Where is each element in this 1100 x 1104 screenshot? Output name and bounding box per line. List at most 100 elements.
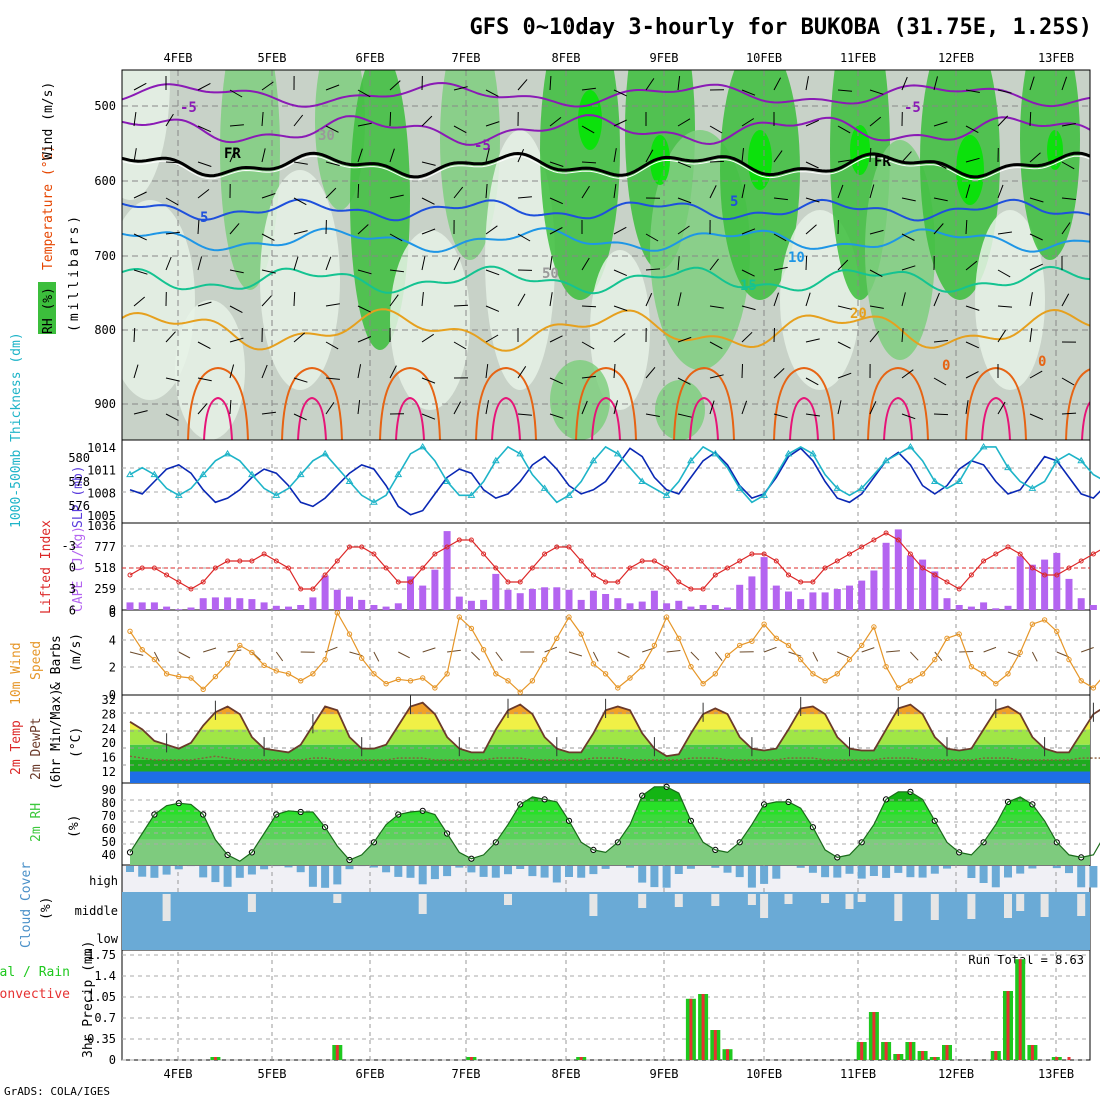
bottom-date-label: 9FEB <box>650 1067 679 1081</box>
thickness-label: 1000-500mb Thickness (dm) <box>9 332 24 528</box>
pressure-tick: 500 <box>94 99 116 113</box>
cloud-high-bar <box>346 866 354 869</box>
cloud-high-bar <box>1004 866 1012 878</box>
cloud-high-bar <box>492 866 500 878</box>
cape-bar <box>468 601 475 610</box>
cloud-mid-gap <box>760 894 768 918</box>
credit: GrADS: COLA/IGES <box>4 1085 110 1098</box>
cape-bar <box>846 586 853 610</box>
axis-tick: 1014 <box>87 441 116 455</box>
contour-label: -5 <box>904 100 921 116</box>
axis-tick: 32 <box>102 693 116 707</box>
precip-conv-bar <box>689 999 692 1060</box>
cloud-high-bar <box>407 866 415 878</box>
cape-bar <box>834 589 841 610</box>
contour-label: 5 <box>200 210 208 226</box>
li-tick: 6 <box>69 604 76 618</box>
cloud-mid-gap <box>846 894 854 909</box>
li-tick: -3 <box>62 539 76 553</box>
cape-bar <box>980 602 987 610</box>
axis-tick: 28 <box>102 707 116 721</box>
bottom-date-label: 6FEB <box>356 1067 385 1081</box>
cloud-high-bar <box>1028 866 1036 869</box>
cloud-high-bar <box>663 866 671 888</box>
cloud-high-bar <box>211 866 219 882</box>
axis-tick: 1011 <box>87 464 116 478</box>
wind-frame <box>122 610 1090 695</box>
cloud-high-bar <box>370 866 378 868</box>
bottom-date-label: 12FEB <box>938 1067 974 1081</box>
cape-bar <box>285 607 292 610</box>
cloud-high-bar <box>285 866 293 867</box>
bottom-date-label: 5FEB <box>258 1067 287 1081</box>
cape-bar <box>517 593 524 610</box>
pressure-tick: 900 <box>94 397 116 411</box>
axis-tick: 60 <box>102 822 116 836</box>
cape-bar <box>273 606 280 610</box>
axis-tick: 518 <box>94 561 116 575</box>
cape-bar <box>870 571 877 611</box>
cloud-level-middle: middle <box>75 904 118 918</box>
contour-label: 10 <box>788 250 805 266</box>
cape-bar <box>639 602 646 610</box>
cloud-label: Cloud Cover <box>19 862 34 948</box>
wind-barb <box>710 161 724 162</box>
cloud-high-bar <box>199 866 207 877</box>
cloud-high-bar <box>980 866 988 883</box>
cloud-mid-gap <box>1004 894 1012 918</box>
cape-bar <box>261 602 268 610</box>
axis-tick: 12 <box>102 765 116 779</box>
cape-bar <box>236 598 243 610</box>
precip-conv-bar <box>897 1054 900 1060</box>
cape-bar <box>614 598 621 610</box>
cloud-mid-gap <box>821 894 829 903</box>
rh-blob <box>748 130 772 190</box>
cloud-level-low: low <box>96 932 118 946</box>
cloud-high-bar <box>260 866 268 869</box>
pressure-tick: 700 <box>94 249 116 263</box>
cape-bar <box>1066 579 1073 610</box>
temperature-label: Temperature (°C) <box>41 145 56 270</box>
cape-bar <box>700 605 707 610</box>
cloud-high-bar <box>528 866 536 876</box>
cloud-mid-gap <box>638 894 646 908</box>
axis-tick: 259 <box>94 582 116 596</box>
wind-barb <box>934 414 948 415</box>
cape-bar <box>627 603 634 610</box>
cape-bar <box>1005 606 1012 610</box>
cloud-high-bar <box>553 866 561 883</box>
wind-panel: 10m Wind Speed & Barbs (m/s) <box>9 610 1090 705</box>
contour-label: 5 <box>730 194 738 210</box>
bottom-date-label: 11FEB <box>840 1067 876 1081</box>
cape-bar <box>139 602 146 610</box>
precip-panel: Total / Rain Convective 3hr Precip (mm) … <box>0 941 1090 1060</box>
contour-label: FR <box>874 154 891 170</box>
cloud-high-bar <box>748 866 756 888</box>
cloud-unit: (%) <box>39 897 54 920</box>
cloud-high-bar <box>602 866 610 869</box>
wind-barb <box>358 184 359 198</box>
contour-label: 30 <box>318 128 335 144</box>
cape-bar <box>297 605 304 610</box>
cape-bar <box>456 597 463 610</box>
rh-label: RH (%) <box>41 287 56 334</box>
cape-bar <box>1090 605 1097 610</box>
cape-bar <box>346 597 353 610</box>
cape-bar <box>1017 556 1024 610</box>
cape-bar <box>151 602 158 610</box>
precip-conv-bar <box>336 1045 339 1060</box>
thickness-tick: 576 <box>68 499 90 513</box>
cloud-mid-gap <box>419 894 427 914</box>
cloud-high-bar <box>455 866 463 868</box>
wind-barb <box>294 292 295 306</box>
cloud-mid-low <box>122 892 1090 950</box>
cloud-mid-gap <box>858 894 866 902</box>
top-date-label: 11FEB <box>840 51 876 65</box>
top-date-label: 5FEB <box>258 51 287 65</box>
cloud-high-bar <box>846 866 854 874</box>
cloud-high-bar <box>882 866 890 878</box>
